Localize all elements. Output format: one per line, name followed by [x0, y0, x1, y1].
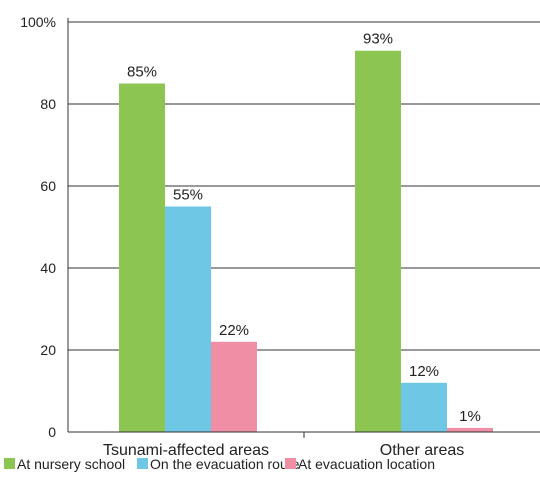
legend-label: On the evacuation route — [150, 456, 300, 472]
data-label: 22% — [219, 322, 249, 339]
y-tick-label: 60 — [40, 178, 56, 194]
bar — [355, 50, 401, 432]
y-tick-label: 100% — [20, 14, 56, 30]
data-label: 55% — [173, 187, 203, 204]
legend-swatch — [4, 458, 15, 469]
bars — [119, 50, 493, 432]
data-label: 85% — [127, 64, 157, 81]
y-tick-label: 20 — [40, 342, 56, 358]
y-tick-label: 40 — [40, 260, 56, 276]
data-label: 1% — [459, 408, 481, 425]
y-tick-label: 80 — [40, 96, 56, 112]
legend-label: At evacuation location — [298, 456, 435, 472]
legend-swatch — [137, 458, 148, 469]
y-tick-labels: 0 20 40 60 80 100% — [20, 14, 56, 440]
category-label: Tsunami-affected areas — [103, 442, 269, 459]
bar — [447, 427, 493, 432]
category-labels: Tsunami-affected areas Other areas — [103, 442, 464, 459]
legend-label: At nursery school — [17, 456, 125, 472]
bar — [165, 206, 211, 432]
data-label: 93% — [363, 31, 393, 48]
data-labels: 85% 55% 22% 93% 12% 1% — [127, 31, 481, 425]
axes — [67, 18, 540, 438]
bar — [119, 83, 165, 432]
data-label: 12% — [409, 363, 439, 380]
bar — [211, 341, 257, 432]
category-label: Other areas — [380, 442, 464, 459]
legend-swatch — [285, 458, 296, 469]
y-tick-label: 0 — [48, 424, 56, 440]
legend: At nursery school On the evacuation route… — [4, 456, 435, 472]
bar — [401, 382, 447, 432]
